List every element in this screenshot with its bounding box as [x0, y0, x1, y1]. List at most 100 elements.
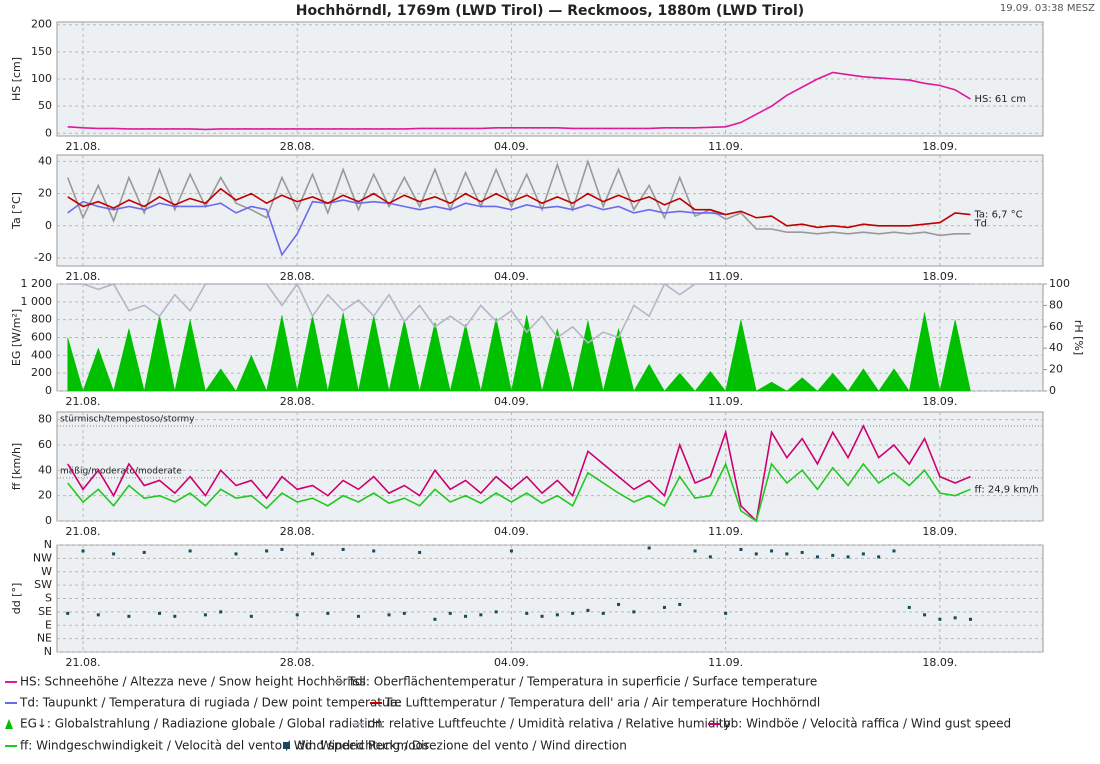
y-axis-label: ff [km/h] [10, 443, 23, 490]
y-tick-label: 0 [45, 219, 52, 232]
point [509, 549, 513, 553]
x-tick-label: 18.09. [922, 395, 957, 408]
point [356, 614, 360, 618]
y-tick-label: 150 [31, 45, 52, 58]
legend-icon [5, 719, 13, 729]
x-tick-label: 11.09. [708, 140, 743, 153]
x-tick-label: 28.08. [280, 270, 315, 283]
point [326, 611, 330, 615]
point [953, 616, 957, 620]
point [387, 613, 391, 617]
y2-tick-label: 60 [1049, 320, 1063, 333]
point [234, 552, 238, 556]
point [341, 547, 345, 551]
x-tick-label: 04.09. [494, 395, 529, 408]
y-tick-label: SW [34, 578, 52, 591]
point [372, 549, 376, 553]
point [96, 613, 100, 617]
legend-icon [283, 742, 290, 749]
y2-tick-label: 0 [1049, 384, 1056, 397]
point [127, 614, 131, 618]
legend-label: dd: Windrichtung / Direzione del vento /… [297, 739, 627, 753]
legend-label: ff: Windgeschwindigkeit / Velocità del v… [20, 739, 429, 753]
point [249, 614, 253, 618]
point [861, 552, 865, 556]
point [540, 614, 544, 618]
y-tick-label: 400 [31, 348, 52, 361]
y-axis-label: HS [cm] [10, 57, 23, 101]
annotation: mäßig/moderato/moderate [60, 466, 182, 476]
point [708, 555, 712, 559]
point [448, 611, 452, 615]
y-tick-label: W [41, 565, 52, 578]
x-tick-label: 04.09. [494, 140, 529, 153]
y-axis-label: Ta [°C] [10, 192, 23, 230]
point [678, 602, 682, 606]
end-label: Td [973, 219, 986, 230]
y2-tick-label: 100 [1049, 277, 1070, 290]
point [907, 605, 911, 609]
y-tick-label: 0 [45, 514, 52, 527]
point [479, 613, 483, 617]
y2-axis-label: rH [%] [1072, 320, 1085, 355]
x-tick-label: 21.08. [66, 140, 101, 153]
point [418, 550, 422, 554]
point [662, 605, 666, 609]
point [464, 614, 468, 618]
y-tick-label: 200 [31, 366, 52, 379]
x-tick-label: 11.09. [708, 656, 743, 669]
point [494, 610, 498, 614]
point [188, 549, 192, 553]
y-tick-label: 800 [31, 313, 52, 326]
x-tick-label: 21.08. [66, 525, 101, 538]
point [142, 550, 146, 554]
point [112, 552, 116, 556]
point [892, 549, 896, 553]
chart-title: Hochhörndl, 1769m (LWD Tirol) — Reckmoos… [296, 3, 804, 19]
point [586, 608, 590, 612]
x-tick-label: 11.09. [708, 525, 743, 538]
legend-label: HS: Schneehöhe / Altezza neve / Snow hei… [20, 675, 366, 689]
y-tick-label: N [44, 645, 52, 658]
y-tick-label: 20 [38, 187, 52, 200]
point [617, 602, 621, 606]
x-tick-label: 21.08. [66, 395, 101, 408]
y-tick-label: 20 [38, 489, 52, 502]
y-tick-label: SE [38, 605, 52, 618]
y-tick-label: 200 [31, 18, 52, 31]
line [67, 424, 971, 523]
point [693, 549, 697, 553]
y-tick-label: NE [37, 632, 52, 645]
legend-label: bb: Windböe / Velocità raffica / Wind gu… [723, 717, 1011, 731]
annotation: stürmisch/tempestoso/stormy [60, 414, 195, 424]
line [67, 282, 971, 344]
y-tick-label: 60 [38, 438, 52, 451]
x-tick-label: 04.09. [494, 656, 529, 669]
point [770, 549, 774, 553]
point [295, 613, 299, 617]
point [785, 552, 789, 556]
y2-tick-label: 20 [1049, 363, 1063, 376]
legend-label: rH: relative Luftfeuchte / Umidità relat… [367, 717, 731, 731]
x-tick-label: 18.09. [922, 270, 957, 283]
end-label: HS: 61 cm [974, 94, 1026, 105]
y-tick-label: 0 [45, 126, 52, 139]
y-tick-label: 40 [38, 154, 52, 167]
y-tick-label: 1 200 [21, 277, 53, 290]
y-tick-label: 50 [38, 99, 52, 112]
x-tick-label: 04.09. [494, 270, 529, 283]
y-tick-label: 40 [38, 463, 52, 476]
y-tick-label: 80 [38, 413, 52, 426]
point [968, 617, 972, 621]
y-tick-label: E [45, 618, 52, 631]
x-tick-label: 21.08. [66, 270, 101, 283]
point [311, 552, 315, 556]
point [938, 617, 942, 621]
point [877, 555, 881, 559]
y-tick-label: NW [33, 551, 52, 564]
point [81, 549, 85, 553]
point [219, 610, 223, 614]
line [67, 71, 971, 131]
y2-tick-label: 40 [1049, 341, 1063, 354]
